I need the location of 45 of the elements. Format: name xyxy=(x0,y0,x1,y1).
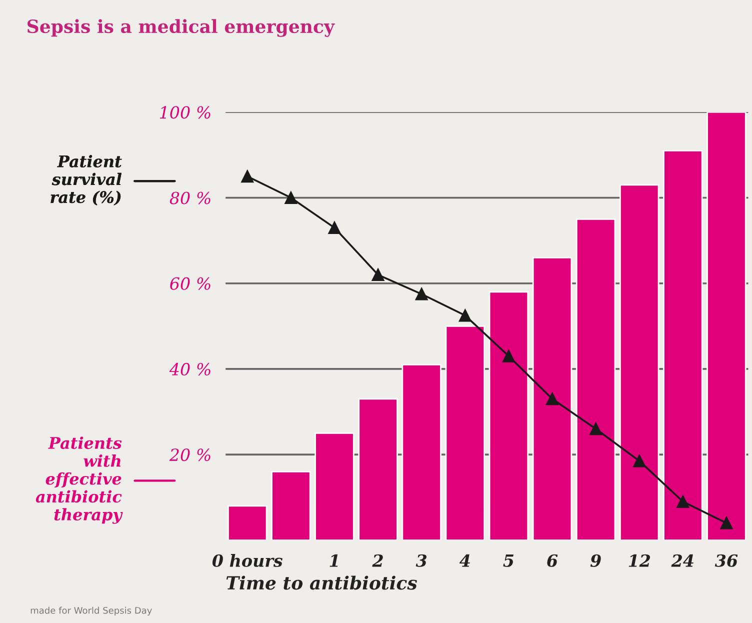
bar xyxy=(402,364,442,540)
x-tick-label: 9 xyxy=(590,554,601,567)
point xyxy=(372,268,384,282)
x-tick-label: 12 xyxy=(628,554,650,567)
x-tick-label: 36 xyxy=(714,554,738,567)
x-tick-label: 5 xyxy=(503,554,514,567)
point xyxy=(241,170,254,183)
point xyxy=(633,454,646,468)
y-tick-label: 40 % xyxy=(169,362,210,376)
point xyxy=(546,392,558,406)
point xyxy=(502,350,515,362)
point xyxy=(284,191,298,204)
bar xyxy=(314,432,354,540)
x-tick-label: 24 xyxy=(671,554,694,567)
bar xyxy=(488,291,529,540)
x-tick-label: 2 xyxy=(372,554,383,567)
bar xyxy=(228,505,268,540)
point xyxy=(590,422,602,436)
bar xyxy=(576,218,616,540)
bar xyxy=(445,325,485,540)
bar xyxy=(271,470,311,540)
y-tick-label: 20 % xyxy=(169,448,210,462)
x-tick-label: 3 xyxy=(416,554,427,567)
point xyxy=(328,221,341,234)
point xyxy=(458,309,472,322)
x-tick-label: 1 xyxy=(330,554,338,567)
bar xyxy=(532,256,572,540)
y-tick-label: 100 % xyxy=(160,106,210,119)
point xyxy=(720,516,733,530)
text: made for World Sepsis Day xyxy=(30,606,152,616)
y-tick-label: 60 % xyxy=(170,277,210,290)
legend-label: Patient survival rate (%) xyxy=(50,155,122,206)
bar xyxy=(358,398,398,540)
x-tick-label: 0 hours xyxy=(212,554,282,567)
y-tick-label: 80 % xyxy=(170,192,210,204)
bar xyxy=(706,112,746,540)
chart-title: Sepsis is a medical emergency xyxy=(28,19,335,37)
x-tick-label: 6 xyxy=(547,554,558,567)
point xyxy=(415,288,428,300)
point xyxy=(676,495,690,508)
bar xyxy=(620,184,660,540)
legend-label: Patients with effective antibiotic therapy xyxy=(36,436,123,524)
x-tick-label: 4 xyxy=(459,554,470,567)
x-axis-title: Time to antibiotics xyxy=(226,576,417,590)
bar xyxy=(663,150,703,540)
